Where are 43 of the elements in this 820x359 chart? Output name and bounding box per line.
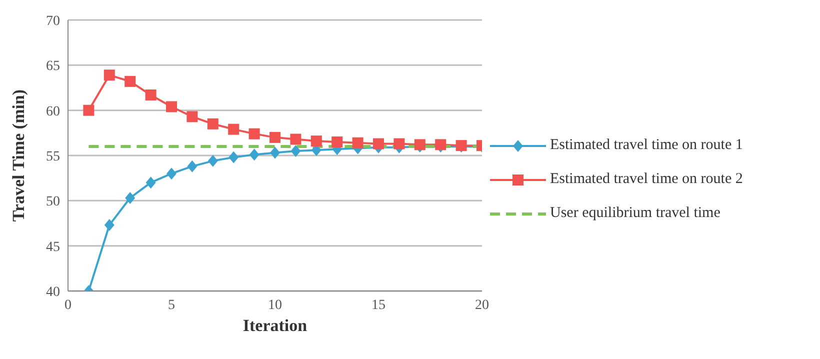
- point: [332, 136, 343, 148]
- legend-label: Estimated travel time on route 2: [550, 171, 743, 188]
- point: [207, 118, 218, 130]
- y-tick-label: 60: [46, 104, 60, 120]
- x-tick-label: 0: [64, 298, 72, 313]
- point: [187, 160, 198, 172]
- y-tick-label: 55: [46, 149, 60, 164]
- point: [290, 134, 302, 145]
- point: [145, 89, 156, 100]
- y-axis-title: Travel Time (min): [9, 89, 28, 222]
- point: [146, 176, 156, 189]
- point: [248, 128, 260, 140]
- legend-label: Estimated travel time on route 1: [550, 137, 743, 154]
- point: [104, 70, 115, 81]
- point: [83, 104, 94, 116]
- point: [310, 136, 322, 147]
- point: [228, 124, 240, 135]
- y-tick-label: 70: [46, 14, 60, 29]
- legend-label: User equilibrium travel time: [550, 205, 720, 222]
- x-axis-title: Iteration: [242, 316, 308, 335]
- x-tick-label: 20: [475, 298, 489, 313]
- point: [373, 138, 384, 150]
- point: [208, 154, 218, 167]
- y-tick-label: 50: [46, 194, 60, 210]
- point: [270, 132, 280, 143]
- point: [166, 101, 177, 112]
- point: [290, 144, 301, 157]
- point: [124, 76, 136, 87]
- point: [104, 219, 114, 232]
- point: [352, 137, 364, 148]
- y-tick-label: 40: [46, 284, 60, 300]
- point: [249, 148, 260, 161]
- point: [394, 138, 405, 150]
- point: [270, 146, 280, 159]
- point: [125, 192, 136, 204]
- x-tick-label: 15: [372, 298, 386, 313]
- y-tick-label: 45: [46, 240, 60, 255]
- point: [166, 168, 176, 180]
- point: [228, 151, 239, 164]
- x-tick-label: 10: [268, 298, 282, 313]
- y-tick-label: 65: [46, 59, 60, 74]
- x-tick-label: 5: [168, 298, 175, 313]
- point: [186, 111, 198, 122]
